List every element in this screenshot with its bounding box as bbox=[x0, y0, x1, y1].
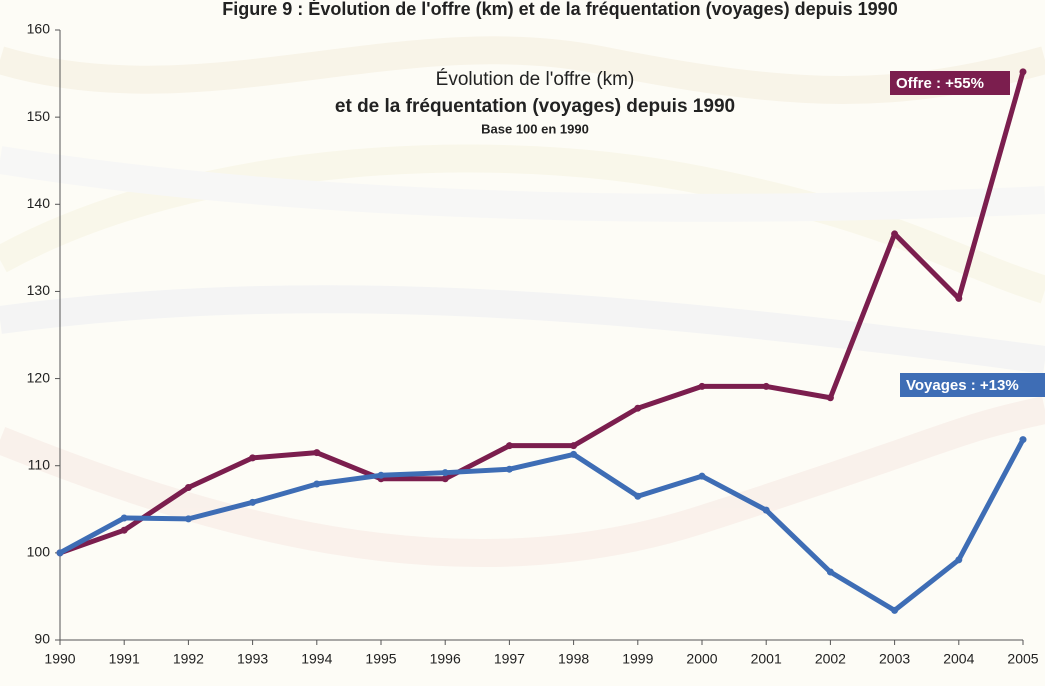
annotation: Voyages : +13% bbox=[906, 377, 1019, 394]
point bbox=[56, 549, 64, 557]
point bbox=[120, 514, 128, 522]
point bbox=[762, 506, 770, 514]
point bbox=[377, 471, 385, 479]
point bbox=[184, 515, 192, 523]
y-tick-label: 120 bbox=[27, 369, 51, 385]
point bbox=[570, 450, 578, 458]
x-tick-label: 1996 bbox=[430, 651, 461, 667]
series-line bbox=[59, 71, 1026, 556]
y-tick-label: 160 bbox=[27, 21, 51, 37]
point bbox=[1019, 68, 1027, 76]
x-tick-label: 1995 bbox=[365, 651, 396, 667]
annotation-box bbox=[900, 373, 1045, 397]
x-tick-label: 2003 bbox=[879, 651, 910, 667]
x-tick-label: 2005 bbox=[1007, 651, 1038, 667]
point bbox=[826, 568, 834, 576]
y-tick-label: 150 bbox=[27, 108, 51, 124]
y-tick-label: 140 bbox=[27, 195, 51, 211]
point bbox=[634, 492, 642, 500]
chart-title: et de la fréquentation (voyages) depuis … bbox=[335, 96, 735, 117]
point bbox=[762, 382, 770, 390]
x-tick-label: 1991 bbox=[109, 651, 140, 667]
y-tick-label: 110 bbox=[28, 456, 51, 472]
x-tick-label: 1998 bbox=[558, 651, 589, 667]
y-tick-label: 90 bbox=[34, 631, 50, 647]
chart-title: Évolution de l'offre (km) bbox=[436, 69, 635, 90]
point bbox=[955, 556, 963, 564]
point bbox=[826, 394, 834, 402]
point bbox=[313, 449, 321, 457]
point bbox=[441, 475, 449, 483]
point bbox=[891, 230, 899, 238]
x-tick-label: 2002 bbox=[815, 651, 846, 667]
y-tick-label: 130 bbox=[27, 282, 51, 298]
figure-title: Figure 9 : Évolution de l'offre (km) et … bbox=[222, 0, 897, 19]
point bbox=[505, 442, 513, 450]
x-tick-label: 2001 bbox=[751, 651, 782, 667]
point bbox=[120, 526, 128, 534]
x-tick-label: 1993 bbox=[237, 651, 268, 667]
series-line bbox=[58, 438, 1026, 613]
point bbox=[249, 498, 257, 506]
point bbox=[441, 469, 449, 477]
x-tick-label: 1994 bbox=[301, 651, 332, 667]
annotation: Offre : +55% bbox=[896, 75, 984, 92]
point bbox=[570, 442, 578, 450]
x-tick-label: 2000 bbox=[686, 651, 717, 667]
annotation-box bbox=[890, 71, 1010, 95]
chart-subtitle: Base 100 en 1990 bbox=[481, 121, 589, 136]
x-tick-label: 1999 bbox=[622, 651, 653, 667]
point bbox=[634, 404, 642, 412]
y-tick-label: 100 bbox=[27, 544, 51, 560]
point bbox=[891, 606, 899, 614]
x-tick-label: 1997 bbox=[494, 651, 525, 667]
point bbox=[698, 382, 706, 390]
x-tick-label: 1990 bbox=[44, 651, 75, 667]
point bbox=[698, 472, 706, 480]
point bbox=[505, 465, 513, 473]
point bbox=[955, 294, 963, 302]
x-tick-label: 1992 bbox=[173, 651, 204, 667]
x-tick-label: 2004 bbox=[943, 651, 974, 667]
point bbox=[249, 454, 257, 462]
point bbox=[1019, 436, 1027, 444]
point bbox=[313, 480, 321, 488]
point bbox=[184, 484, 192, 491]
